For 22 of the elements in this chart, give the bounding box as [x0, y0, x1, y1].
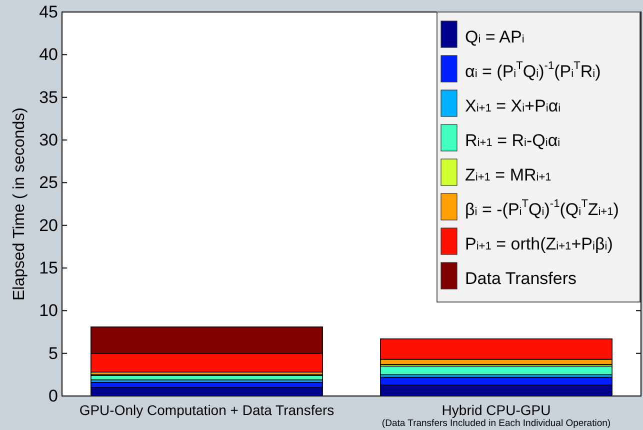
- y-tick-label: 35: [39, 88, 58, 107]
- x-tick-label: GPU-Only Computation + Data Transfers: [79, 402, 334, 418]
- y-tick-label: 5: [48, 344, 58, 363]
- legend-label: Q$_{i}$ = AP$_{i}$: [465, 26, 524, 46]
- y-tick-label: 10: [39, 301, 58, 320]
- text: P$_{i+1}$ = orth(Z$_{i+1}$+P$_{i}$β$_{i}$): [465, 234, 613, 253]
- y-tick-label: 15: [39, 258, 58, 278]
- y-tick-label: 40: [39, 45, 58, 64]
- text: α$_{i}$ = (P$_{i}$$^{T}$Q$_{i}$)$^{-1}$(P$_{i}$$^{T}$R$_{i}$): [465, 60, 601, 80]
- y-tick-label: 20: [39, 216, 58, 235]
- y-tick-label: 25: [39, 173, 58, 192]
- y-axis-title: Elapsed Time ( in seconds): [11, 108, 28, 300]
- legend-label: Data Transfers: [465, 268, 576, 288]
- legend-label: X$_{i+1}$ = X$_{i}$+P$_{i}$α$_{i}$: [465, 96, 561, 115]
- legend-label: Z$_{i+1}$ = MR$_{i+1}$: [465, 164, 552, 184]
- legend-label: R$_{i+1}$ = R$_{i}$-Q$_{i}$α$_{i}$: [465, 130, 560, 150]
- text: (Data Transfers Included in Each Individual Operation): [382, 418, 611, 429]
- y-tick-label: 45: [39, 2, 58, 22]
- y-tick-label: 30: [39, 130, 58, 150]
- y-tick-label: 0: [48, 386, 58, 406]
- text: β$_{i}$ = -(P$_{i}$$^{T}$Q$_{i}$)$^{-1}$(Q$_{i}$$^{T}$Z$_{i+1}$): [465, 198, 619, 218]
- x-tick-label: Hybrid CPU-GPU: [442, 402, 551, 418]
